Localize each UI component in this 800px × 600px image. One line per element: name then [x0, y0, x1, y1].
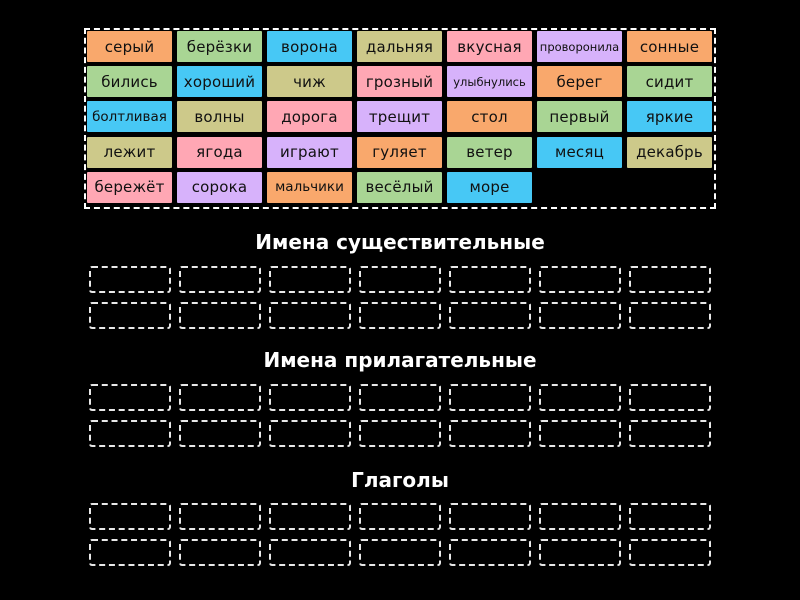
drop-slot[interactable]: [359, 302, 441, 329]
word-tile[interactable]: ягода: [177, 136, 262, 168]
word-tile[interactable]: лежит: [87, 136, 172, 168]
drop-slot[interactable]: [89, 266, 171, 293]
word-tile[interactable]: весёлый: [357, 171, 442, 203]
word-tile[interactable]: грозный: [357, 66, 442, 98]
drop-slot[interactable]: [269, 420, 351, 447]
word-tile[interactable]: бережёт: [87, 171, 172, 203]
drop-slot[interactable]: [269, 503, 351, 530]
drop-slot[interactable]: [269, 302, 351, 329]
drop-slot[interactable]: [449, 503, 531, 530]
drop-slot[interactable]: [539, 384, 621, 411]
drop-slot[interactable]: [539, 539, 621, 566]
drop-slot[interactable]: [539, 302, 621, 329]
drop-slot[interactable]: [179, 503, 261, 530]
drop-slot[interactable]: [269, 539, 351, 566]
word-tile[interactable]: берёзки: [177, 31, 262, 62]
word-tile[interactable]: море: [447, 171, 532, 203]
drop-slot[interactable]: [89, 420, 171, 447]
word-tile[interactable]: вкусная: [447, 31, 532, 62]
word-tile[interactable]: яркие: [627, 101, 712, 133]
word-tile[interactable]: сонные: [627, 31, 712, 62]
group-title-adjectives: Имена прилагательные: [263, 348, 537, 372]
drop-slot[interactable]: [89, 503, 171, 530]
word-tile[interactable]: дорога: [267, 101, 352, 133]
word-tile[interactable]: волны: [177, 101, 262, 133]
drop-slot[interactable]: [269, 266, 351, 293]
word-tile[interactable]: дальняя: [357, 31, 442, 62]
group-title-nouns: Имена существительные: [255, 230, 545, 254]
drop-slot[interactable]: [89, 302, 171, 329]
word-tile[interactable]: хороший: [177, 66, 262, 98]
drop-slot[interactable]: [449, 420, 531, 447]
group-title-verbs: Глаголы: [351, 468, 449, 492]
drop-slot[interactable]: [179, 384, 261, 411]
word-tile[interactable]: ветер: [447, 136, 532, 168]
drop-slot[interactable]: [179, 420, 261, 447]
drop-slot[interactable]: [269, 384, 351, 411]
drop-slot[interactable]: [629, 384, 711, 411]
drop-slot[interactable]: [629, 420, 711, 447]
word-bank: [84, 28, 716, 209]
word-tile[interactable]: декабрь: [627, 136, 712, 168]
drop-slot[interactable]: [179, 302, 261, 329]
drop-slot[interactable]: [629, 539, 711, 566]
drop-slot[interactable]: [629, 503, 711, 530]
drop-slot[interactable]: [359, 539, 441, 566]
word-tile[interactable]: месяц: [537, 136, 622, 168]
drop-slot[interactable]: [629, 302, 711, 329]
word-tile[interactable]: болтливая: [87, 101, 172, 133]
word-tile[interactable]: сорока: [177, 171, 262, 203]
word-tile[interactable]: серый: [87, 31, 172, 62]
drop-slot[interactable]: [359, 503, 441, 530]
word-tile[interactable]: мальчики: [267, 171, 352, 203]
drop-slot[interactable]: [359, 266, 441, 293]
drop-slot[interactable]: [629, 266, 711, 293]
drop-slot[interactable]: [89, 539, 171, 566]
word-tile[interactable]: берег: [537, 66, 622, 98]
word-tile[interactable]: трещит: [357, 101, 442, 133]
word-tile[interactable]: чиж: [267, 66, 352, 98]
drop-slot[interactable]: [359, 384, 441, 411]
drop-slot[interactable]: [449, 302, 531, 329]
drop-slot[interactable]: [89, 384, 171, 411]
drop-slot[interactable]: [539, 266, 621, 293]
word-tile[interactable]: гуляет: [357, 136, 442, 168]
word-tile[interactable]: сидит: [627, 66, 712, 98]
drop-slot[interactable]: [359, 420, 441, 447]
drop-slot[interactable]: [449, 384, 531, 411]
drop-slot[interactable]: [539, 420, 621, 447]
drop-slot[interactable]: [539, 503, 621, 530]
word-tile[interactable]: бились: [87, 66, 172, 98]
word-tile[interactable]: улыбнулись: [447, 66, 532, 98]
word-tile[interactable]: стол: [447, 101, 532, 133]
drop-slot[interactable]: [179, 266, 261, 293]
drop-slot[interactable]: [179, 539, 261, 566]
word-tile[interactable]: проворонила: [537, 31, 622, 62]
word-tile[interactable]: ворона: [267, 31, 352, 62]
word-tile[interactable]: играют: [267, 136, 352, 168]
drop-slot[interactable]: [449, 539, 531, 566]
word-tile[interactable]: первый: [537, 101, 622, 133]
drop-slot[interactable]: [449, 266, 531, 293]
